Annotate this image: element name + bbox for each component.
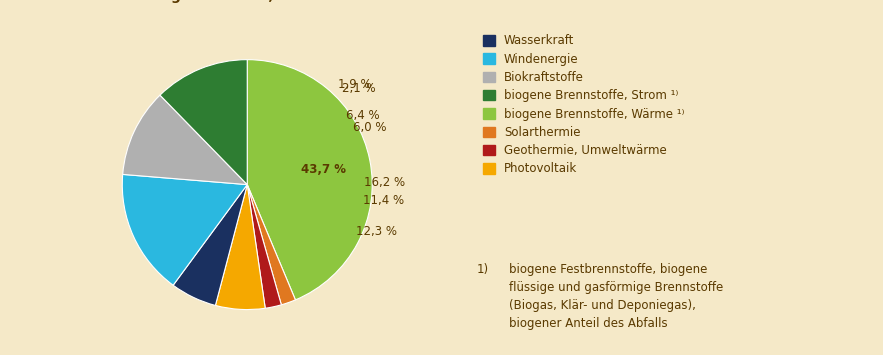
Text: 16,2 %: 16,2 % xyxy=(364,176,405,189)
Text: gesamt: 300,9 TWh: gesamt: 300,9 TWh xyxy=(171,0,323,4)
Wedge shape xyxy=(247,185,296,305)
Wedge shape xyxy=(173,185,247,305)
Legend: Wasserkraft, Windenergie, Biokraftstoffe, biogene Brennstoffe, Strom ¹⁾, biogene: Wasserkraft, Windenergie, Biokraftstoffe… xyxy=(483,34,684,175)
Wedge shape xyxy=(247,185,282,308)
Text: 6,0 %: 6,0 % xyxy=(352,121,386,134)
Text: 2,1 %: 2,1 % xyxy=(343,82,376,95)
Text: 43,7 %: 43,7 % xyxy=(301,163,346,176)
Wedge shape xyxy=(215,185,265,310)
Wedge shape xyxy=(122,174,247,285)
Text: 6,4 %: 6,4 % xyxy=(346,109,380,122)
Wedge shape xyxy=(123,95,247,185)
Text: 11,4 %: 11,4 % xyxy=(363,195,404,207)
Text: 1): 1) xyxy=(477,263,489,276)
Wedge shape xyxy=(247,60,373,300)
Wedge shape xyxy=(160,60,247,185)
Text: biogene Festbrennstoffe, biogene
flüssige und gasförmige Brennstoffe
(Biogas, Kl: biogene Festbrennstoffe, biogene flüssig… xyxy=(509,263,723,330)
Text: 1,9 %: 1,9 % xyxy=(338,78,372,91)
Text: 12,3 %: 12,3 % xyxy=(356,225,397,238)
